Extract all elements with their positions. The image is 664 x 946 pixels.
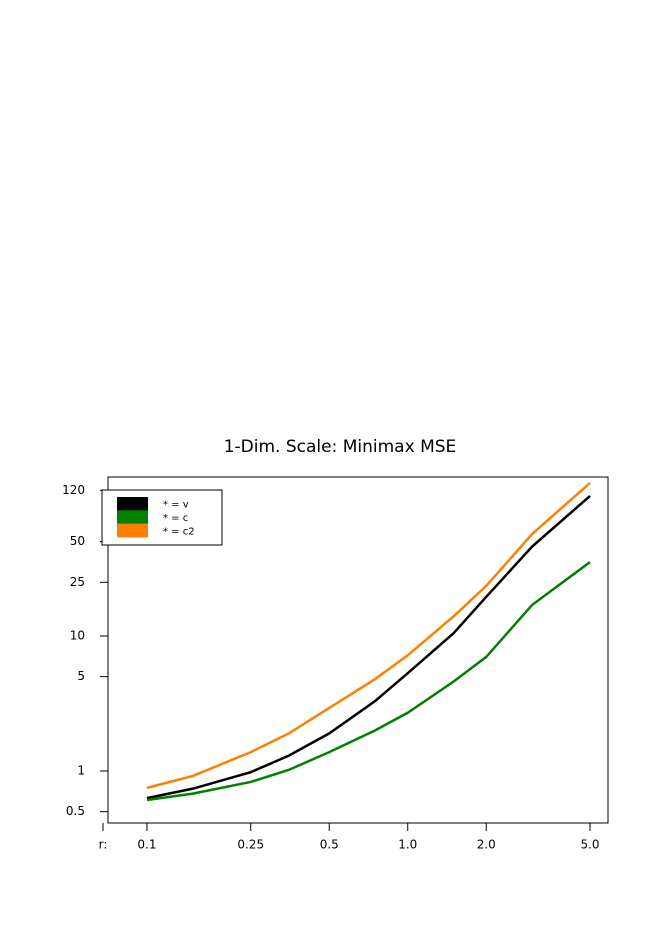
y-tick-label: 25 (70, 575, 85, 589)
plot-frame (107, 476, 609, 824)
y-tick-label: 120 (62, 483, 85, 497)
legend-label: * = c2 (163, 526, 195, 537)
chart-title: 1-Dim. Scale: Minimax MSE (224, 437, 457, 457)
y-tick-label: 5 (77, 669, 85, 683)
x-tick-label: 0.1 (137, 838, 156, 852)
y-tick-label: 50 (70, 534, 85, 548)
x-axis-label: r: (99, 838, 108, 852)
x-tick-label: 5.0 (580, 838, 599, 852)
legend-swatch (117, 510, 148, 525)
x-tick-label: 2.0 (477, 838, 496, 852)
y-tick-label: 0.5 (66, 804, 85, 818)
legend-label: * = c (163, 513, 188, 524)
y-tick-label: 1 (77, 764, 85, 778)
y-tick-label: 10 (70, 629, 85, 643)
line-series (146, 561, 591, 802)
line-series (146, 482, 591, 790)
legend-swatch (117, 497, 148, 511)
x-tick-label: 0.5 (320, 838, 339, 852)
x-tick-label: 0.25 (237, 838, 264, 852)
x-tick-label: 1.0 (398, 838, 417, 852)
legend-swatch (117, 523, 148, 538)
line-series (146, 495, 591, 800)
legend-label: * = v (163, 500, 189, 511)
